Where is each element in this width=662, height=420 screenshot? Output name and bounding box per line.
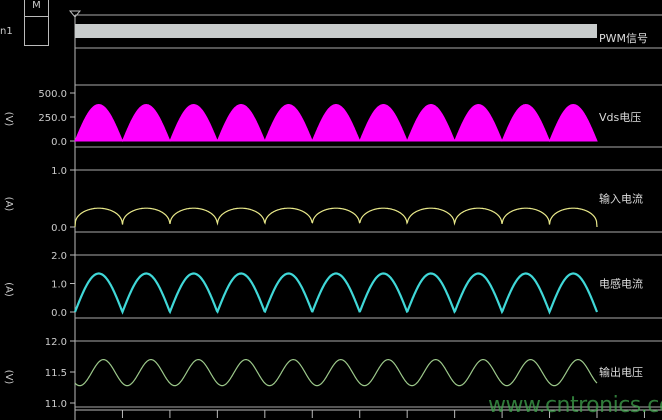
y-tick-label: 0.0 bbox=[51, 223, 67, 234]
panel-3: 电感电流 2.0 1.0 0.0 (A) bbox=[3, 251, 662, 319]
channel-label: n1 bbox=[0, 26, 13, 37]
y-tick-label: 11.5 bbox=[45, 368, 67, 379]
y-tick-label: 1.0 bbox=[51, 280, 67, 291]
watermark: www.cntronics.com bbox=[488, 393, 662, 418]
marker-box-label: M bbox=[25, 0, 48, 17]
y-tick-label: 11.0 bbox=[45, 399, 67, 410]
waveform-line-4 bbox=[74, 359, 598, 387]
y-tick-label: 12.0 bbox=[45, 337, 67, 348]
panel-4: 输出电压 12.0 11.5 11.0 (V) bbox=[3, 337, 662, 410]
waveform-line-3 bbox=[73, 272, 599, 315]
series-label: Vds电压 bbox=[599, 111, 641, 124]
panel-1: Vds电压 500.0 250.0 0.0 (V) bbox=[3, 84, 662, 148]
y-tick-label: 250.0 bbox=[38, 113, 67, 124]
unit-label: (A) bbox=[3, 197, 14, 212]
y-tick-label: 0.0 bbox=[51, 137, 67, 148]
y-tick-label: 2.0 bbox=[51, 251, 67, 262]
unit-label: (A) bbox=[3, 282, 14, 297]
pwm-bar bbox=[75, 24, 597, 38]
unit-label: (V) bbox=[3, 370, 14, 385]
trigger-marker-icon bbox=[68, 10, 82, 18]
marker-box: M bbox=[24, 0, 49, 46]
panel-0: PWM信号 bbox=[75, 14, 662, 49]
waveform-line-2 bbox=[74, 207, 598, 228]
y-tick-label: 1.0 bbox=[51, 166, 67, 177]
unit-label: (V) bbox=[3, 112, 14, 127]
y-tick-label: 0.0 bbox=[51, 308, 67, 319]
panel-2: 输入电流 1.0 0.0 (A) bbox=[3, 166, 662, 234]
y-tick-label: 500.0 bbox=[38, 89, 67, 100]
series-label: 输出电压 bbox=[599, 365, 643, 379]
series-label: 输入电流 bbox=[599, 192, 643, 206]
vds-waveform bbox=[74, 104, 598, 143]
series-label: PWM信号 bbox=[599, 32, 648, 45]
series-label: 电感电流 bbox=[599, 277, 643, 291]
